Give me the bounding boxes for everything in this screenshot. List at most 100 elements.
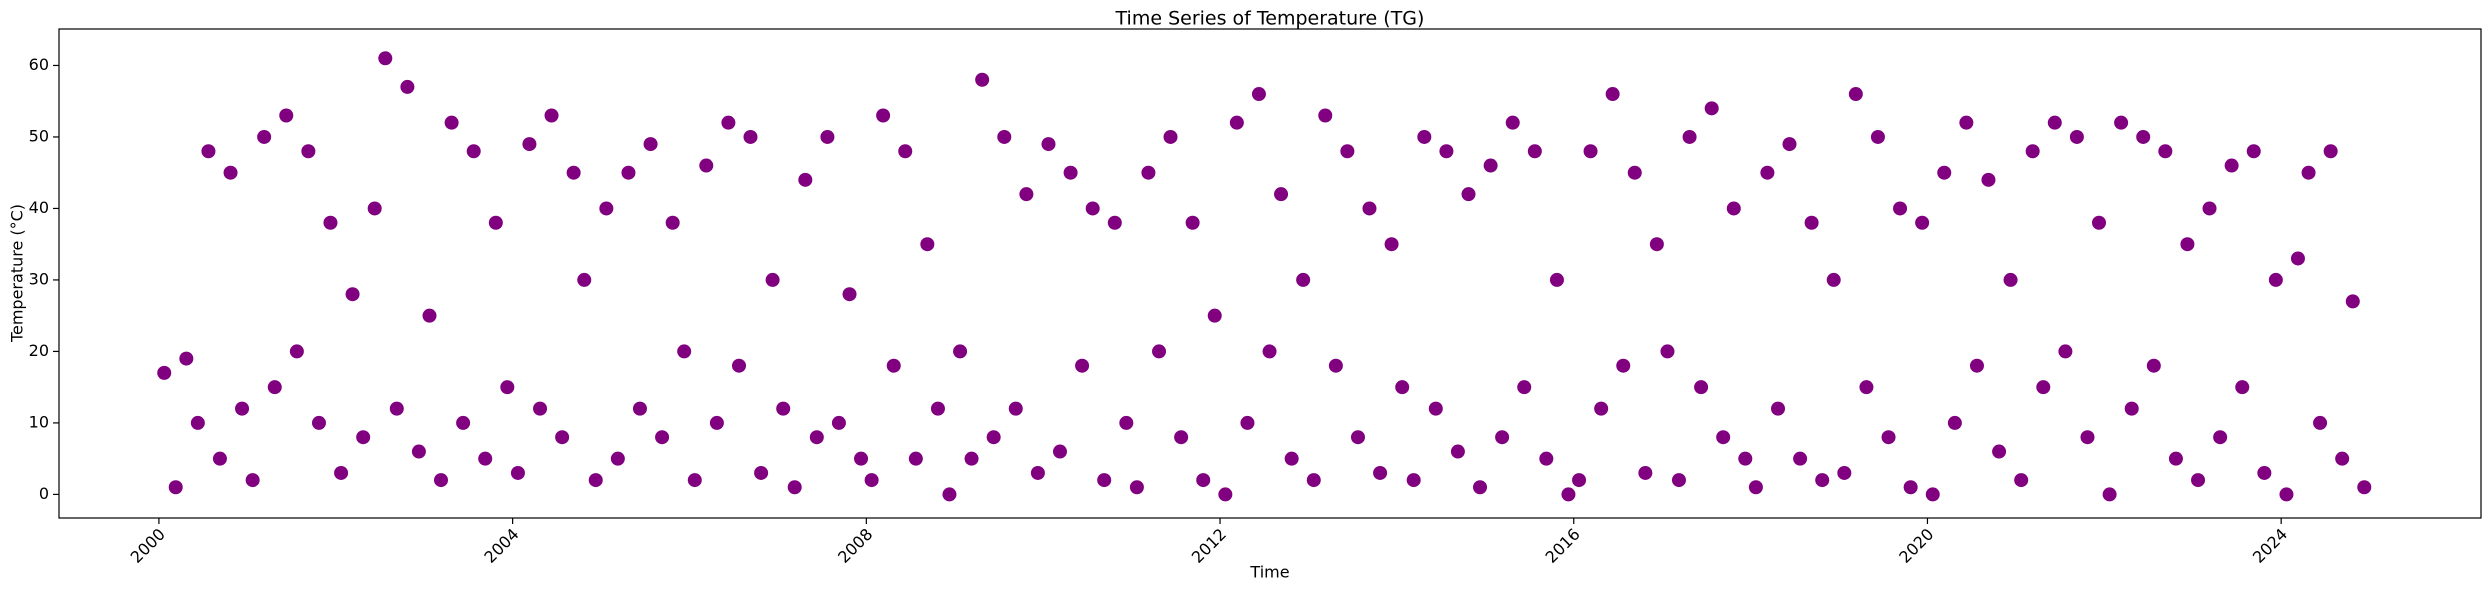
data-point (1870, 129, 1885, 144)
data-point (2003, 272, 2018, 287)
data-point (2180, 237, 2195, 252)
data-point (1848, 87, 1863, 102)
data-point (1395, 380, 1410, 395)
data-point (1141, 165, 1156, 180)
data-point (2290, 251, 2305, 266)
data-point (1992, 444, 2007, 459)
data-point (179, 351, 194, 366)
data-point (1107, 215, 1122, 230)
data-point (1627, 165, 1642, 180)
data-point (2069, 129, 2084, 144)
data-point (2191, 473, 2206, 488)
data-point (2268, 272, 2283, 287)
data-point (1782, 137, 1797, 152)
data-point (1638, 465, 1653, 480)
data-point (765, 272, 780, 287)
data-point (2357, 480, 2372, 495)
data-point (334, 465, 349, 480)
data-point (488, 215, 503, 230)
data-point (1406, 473, 1421, 488)
data-point (886, 358, 901, 373)
data-point (930, 401, 945, 416)
data-point (1682, 129, 1697, 144)
data-point (842, 287, 857, 302)
data-point (1473, 480, 1488, 495)
data-point (1185, 215, 1200, 230)
chart-title: Time Series of Temperature (TG) (1115, 8, 1425, 30)
data-point (1716, 430, 1731, 445)
data-point (809, 430, 824, 445)
data-point (2058, 344, 2073, 359)
data-point (1561, 487, 1576, 502)
data-point (1694, 380, 1709, 395)
data-point (2335, 451, 2350, 466)
data-point (212, 451, 227, 466)
data-point (1505, 115, 1520, 130)
data-point (1030, 465, 1045, 480)
data-point (1008, 401, 1023, 416)
data-point (2235, 380, 2250, 395)
data-point (665, 215, 680, 230)
data-point (1726, 201, 1741, 216)
data-point (422, 308, 437, 323)
data-point (699, 158, 714, 173)
data-point (1903, 480, 1918, 495)
data-point (1671, 473, 1686, 488)
data-point (1373, 465, 1388, 480)
data-point (2213, 430, 2228, 445)
data-point (223, 165, 238, 180)
data-point (1163, 129, 1178, 144)
data-point (1925, 487, 1940, 502)
data-point (1240, 415, 1255, 430)
data-point (1549, 272, 1564, 287)
data-point (2014, 473, 2029, 488)
data-point (986, 430, 1001, 445)
data-point (510, 465, 525, 480)
plot-frame (58, 28, 2482, 519)
data-point (1572, 473, 1587, 488)
data-point (2279, 487, 2294, 502)
data-point (1760, 165, 1775, 180)
data-point (1318, 108, 1333, 123)
data-point (1981, 172, 1996, 187)
data-point (2136, 129, 2151, 144)
data-point (1495, 430, 1510, 445)
data-point (1052, 444, 1067, 459)
data-point (466, 144, 481, 159)
data-point (1517, 380, 1532, 395)
data-point (356, 430, 371, 445)
data-point (522, 137, 537, 152)
y-tick-label: 50 (29, 126, 49, 145)
data-point (2257, 465, 2272, 480)
data-point (953, 344, 968, 359)
data-point (323, 215, 338, 230)
data-point (1085, 201, 1100, 216)
data-point (1207, 308, 1222, 323)
data-point (2313, 415, 2328, 430)
y-tick-label: 0 (39, 484, 49, 503)
data-point (1340, 144, 1355, 159)
data-point (1229, 115, 1244, 130)
data-point (1969, 358, 1984, 373)
data-point (566, 165, 581, 180)
data-point (677, 344, 692, 359)
data-point (610, 451, 625, 466)
data-point (1274, 187, 1289, 202)
data-point (478, 451, 493, 466)
data-point (1450, 444, 1465, 459)
data-point (544, 108, 559, 123)
data-point (908, 451, 923, 466)
data-point (721, 115, 736, 130)
y-tick-label: 60 (29, 55, 49, 74)
data-point (1218, 487, 1233, 502)
data-point (975, 72, 990, 87)
data-point (2158, 144, 2173, 159)
data-point (1483, 158, 1498, 173)
data-point (577, 272, 592, 287)
data-point (2345, 294, 2360, 309)
data-point (2323, 144, 2338, 159)
x-axis-label: Time (1249, 563, 1289, 582)
data-point (345, 287, 360, 302)
data-point (2246, 144, 2261, 159)
